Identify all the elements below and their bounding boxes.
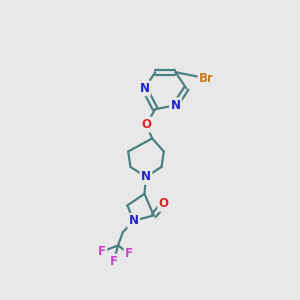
Text: O: O [141,118,151,131]
Text: N: N [170,99,181,112]
Text: N: N [129,214,139,227]
Text: F: F [125,248,133,260]
Text: Br: Br [199,72,214,85]
Text: F: F [98,245,106,258]
Text: N: N [140,82,149,95]
Text: O: O [159,197,169,210]
Text: F: F [110,255,118,268]
Text: N: N [141,170,151,183]
